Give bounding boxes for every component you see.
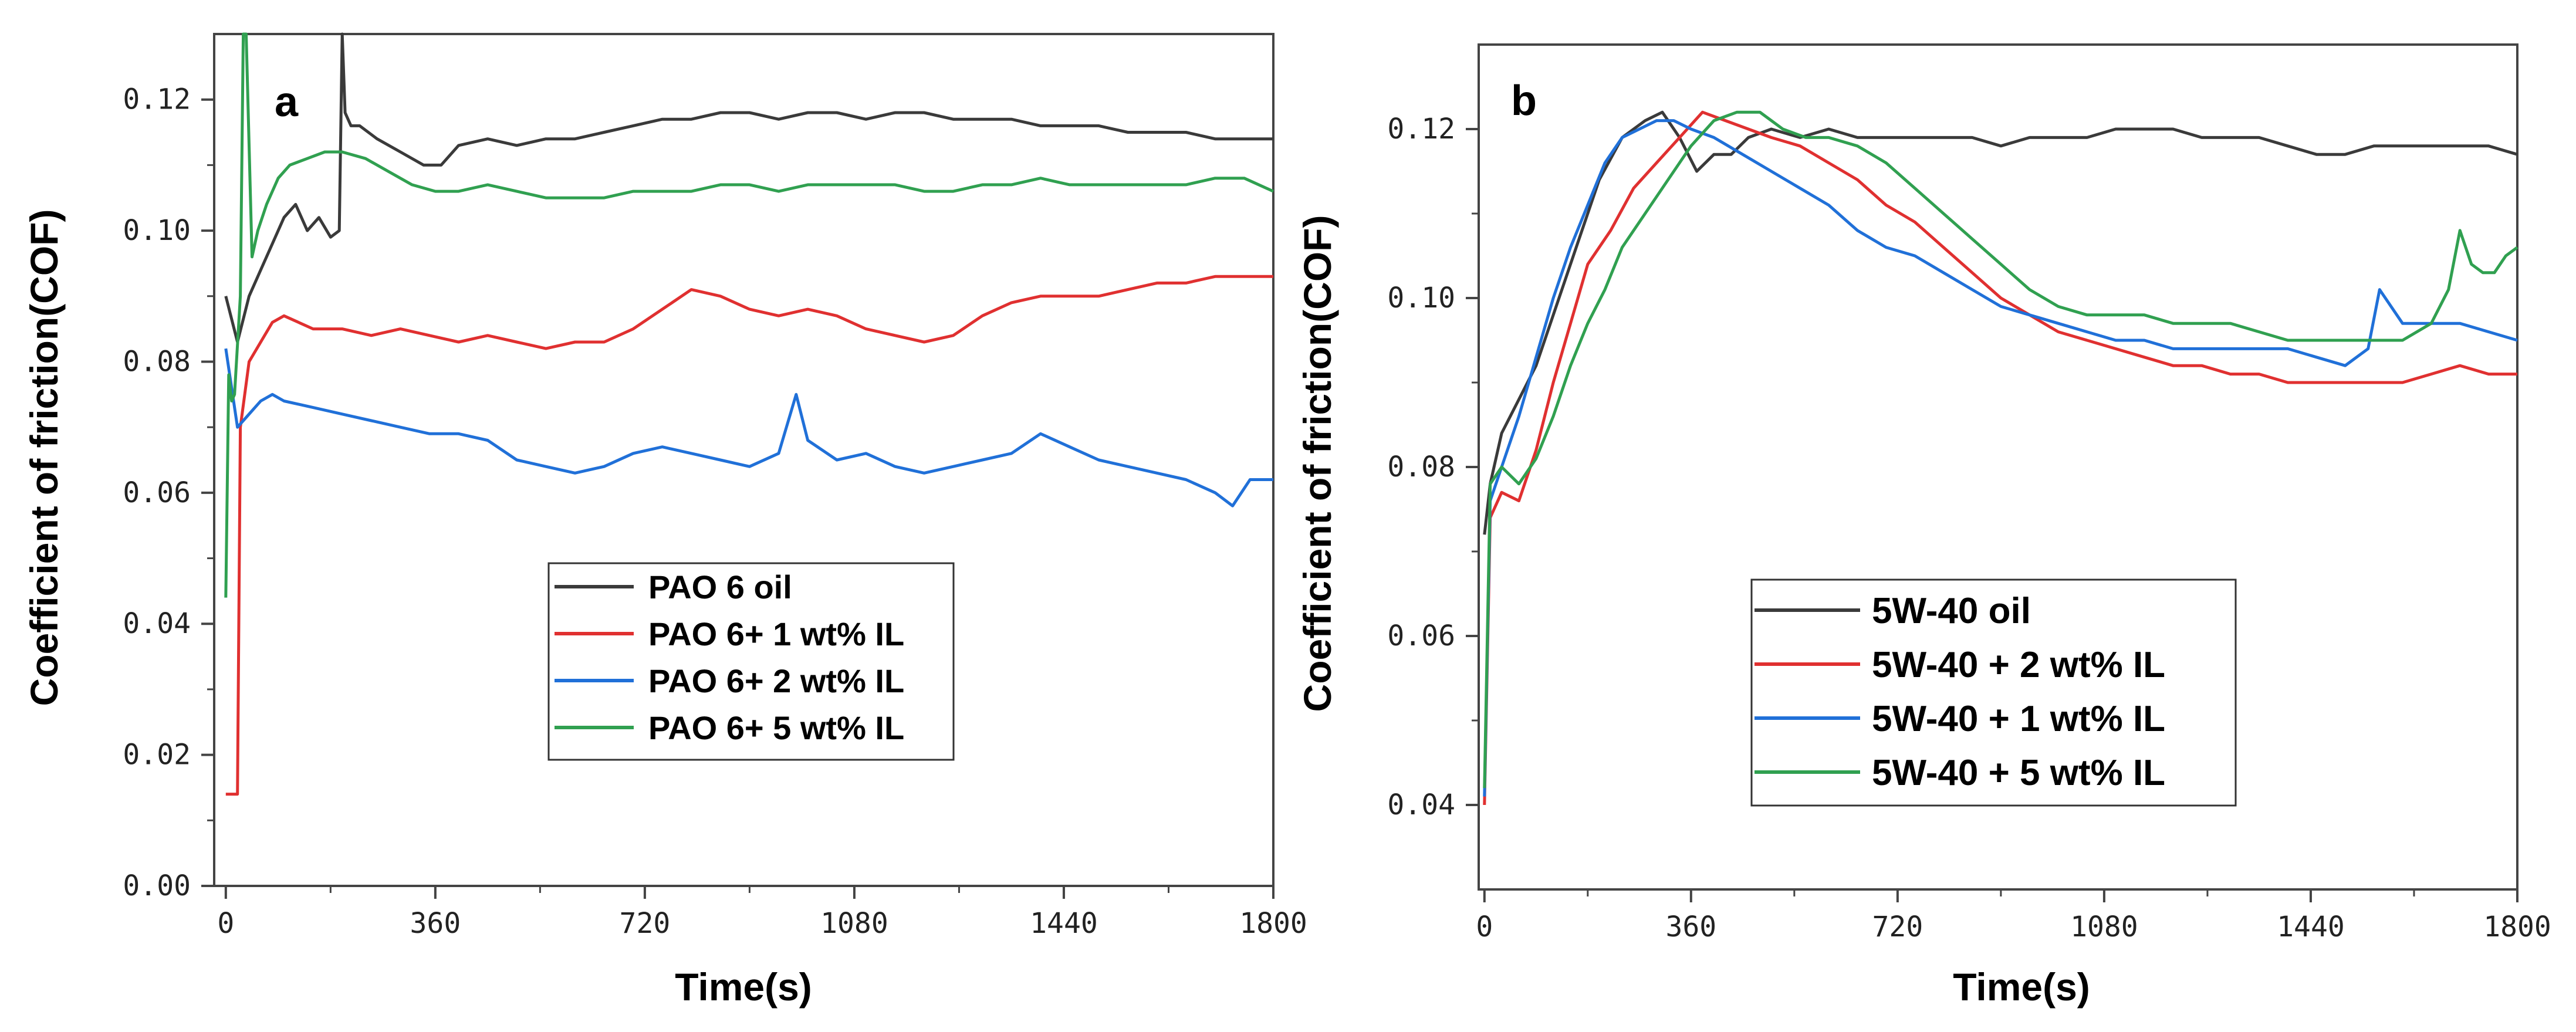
legend-a: PAO 6 oil PAO 6+ 1 wt% IL PAO 6+ 2 wt% I… — [547, 562, 955, 761]
x-tick-label-a-0: 0 — [217, 907, 234, 940]
ticks-a: 0 360 720 1080 1440 1800 0.00 0.02 0.04 0.06 0.08 0… — [123, 83, 1307, 940]
y-tick-label-b-3: 0.10 — [1387, 282, 1455, 314]
x-tick-label-a-5: 1800 — [1239, 907, 1307, 940]
x-tick-label-b-3: 1080 — [2070, 911, 2138, 943]
x-tick-label-a-1: 360 — [410, 907, 461, 940]
series-line-a-0 — [224, 32, 1273, 344]
legend-b: 5W-40 oil 5W-40 + 2 wt% IL 5W-40 + 1 wt%… — [1750, 578, 2237, 807]
panel-label-b: b — [1511, 77, 1537, 124]
y-tick-label-a-0: 0.00 — [123, 869, 191, 902]
series-line-b-0 — [1483, 110, 2518, 535]
legend-label-a-3: PAO 6+ 5 wt% IL — [648, 709, 904, 746]
y-tick-label-b-2: 0.08 — [1387, 451, 1455, 483]
legend-label-a-2: PAO 6+ 2 wt% IL — [648, 662, 904, 699]
series-line-b-3 — [1483, 110, 2518, 789]
series-lines-a — [224, 32, 1275, 796]
legend-label-b-1: 5W-40 + 2 wt% IL — [1872, 645, 2165, 685]
x-tick-label-a-4: 1440 — [1030, 907, 1098, 940]
series-line-b-2 — [1483, 119, 2518, 797]
x-tick-label-b-4: 1440 — [2277, 911, 2345, 943]
y-tick-label-b-0: 0.04 — [1387, 789, 1455, 821]
y-tick-label-b-1: 0.06 — [1387, 620, 1455, 652]
y-axis-title-b: Coefficient of friction(COF) — [1296, 215, 1339, 712]
legend-label-a-1: PAO 6+ 1 wt% IL — [648, 615, 904, 652]
series-line-a-2 — [224, 348, 1273, 507]
y-tick-label-a-2: 0.04 — [123, 607, 191, 640]
y-axis-title-a: Coefficient of friction(COF) — [22, 209, 66, 706]
legend-label-a-0: PAO 6 oil — [648, 569, 792, 605]
x-tick-label-b-0: 0 — [1476, 911, 1493, 943]
y-tick-label-a-6: 0.12 — [123, 83, 191, 116]
y-tick-label-a-4: 0.08 — [123, 345, 191, 378]
y-tick-label-a-5: 0.10 — [123, 214, 191, 247]
series-line-a-3 — [224, 32, 1275, 598]
x-tick-label-a-2: 720 — [620, 907, 671, 940]
x-tick-label-a-3: 1080 — [820, 907, 888, 940]
series-line-a-1 — [225, 275, 1273, 796]
series-line-b-1 — [1483, 110, 2517, 806]
chart-panel-b: 0 360 720 1080 1440 18000.040.060.080.100.12 … — [1296, 43, 2551, 1009]
ticks-b: 0 360 720 1080 1440 1800 0.04 0.06 0.08 0.10 0.12 — [1387, 113, 2551, 943]
x-tick-label-b-1: 360 — [1665, 911, 1716, 943]
y-tick-label-a-1: 0.02 — [123, 739, 191, 772]
y-tick-label-b-4: 0.12 — [1387, 113, 1455, 146]
x-axis-title-a: Time(s) — [675, 965, 812, 1009]
x-tick-label-b-2: 720 — [1872, 911, 1923, 943]
x-axis-title-b: Time(s) — [1953, 965, 2090, 1009]
legend-box-b — [1750, 578, 2237, 807]
chart-panel-a: 0 360 720 1080 1440 1800 0.00 0.02 0.04 0.06 0.08 0… — [22, 32, 1307, 1009]
panel-label-a: a — [275, 79, 299, 126]
legend-label-b-0: 5W-40 oil — [1872, 591, 2031, 631]
legend-label-b-3: 5W-40 + 5 wt% IL — [1872, 753, 2165, 793]
y-tick-label-a-3: 0.06 — [123, 476, 191, 509]
legend-label-b-2: 5W-40 + 1 wt% IL — [1872, 699, 2165, 739]
series-lines-b — [1483, 110, 2518, 806]
plot-area-frame-a — [213, 33, 1275, 887]
x-tick-label-b-5: 1800 — [2483, 911, 2551, 943]
